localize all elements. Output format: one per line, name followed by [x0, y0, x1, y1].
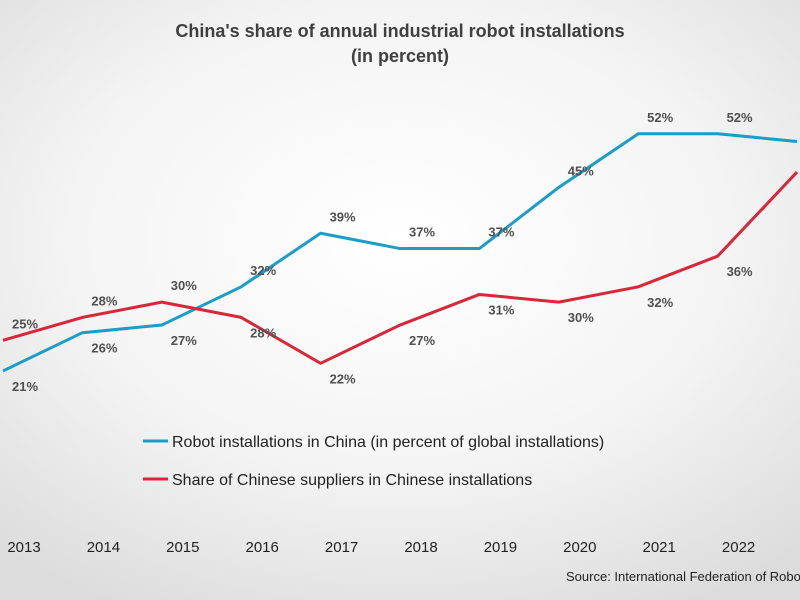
data-label: 32% [647, 295, 673, 310]
data-label: 52% [727, 110, 753, 125]
series-line-0 [2, 132, 798, 373]
data-label: 21% [12, 379, 38, 394]
data-label: 27% [171, 333, 197, 348]
data-label: 31% [488, 302, 514, 317]
legend-label: Robot installations in China (in percent… [172, 434, 604, 451]
x-tick-label: 2016 [246, 539, 279, 556]
x-tick-label: 2020 [563, 539, 596, 556]
data-label: 39% [330, 209, 356, 224]
data-label: 22% [330, 371, 356, 386]
x-tick-label: 2014 [87, 539, 120, 556]
data-label: 26% [91, 341, 117, 356]
series-line-1 [2, 171, 799, 365]
x-tick-label: 2019 [484, 539, 517, 556]
chart-subtitle: (in percent) [350, 46, 449, 66]
data-label: 37% [409, 225, 435, 240]
data-label: 37% [488, 225, 514, 240]
data-label: 28% [250, 325, 276, 340]
legend-label: Share of Chinese suppliers in Chinese in… [172, 472, 532, 489]
x-tick-label: 2022 [722, 539, 755, 556]
x-tick-label: 2013 [7, 539, 40, 556]
data-label: 52% [647, 110, 673, 125]
x-tick-label: 2021 [643, 539, 676, 556]
x-tick-label: 2017 [325, 539, 358, 556]
data-label: 25% [12, 316, 38, 331]
data-label: 27% [409, 333, 435, 348]
data-label: 45% [568, 163, 594, 178]
data-label: 32% [250, 263, 276, 278]
data-label: 30% [568, 310, 594, 325]
chart-title: China's share of annual industrial robot… [175, 21, 625, 41]
x-tick-label: 2015 [166, 539, 199, 556]
data-label: 30% [171, 278, 197, 293]
source-note: Source: International Federation of Robo… [566, 569, 800, 584]
data-label: 28% [91, 293, 117, 308]
x-tick-label: 2018 [404, 539, 437, 556]
data-label: 36% [727, 264, 753, 279]
